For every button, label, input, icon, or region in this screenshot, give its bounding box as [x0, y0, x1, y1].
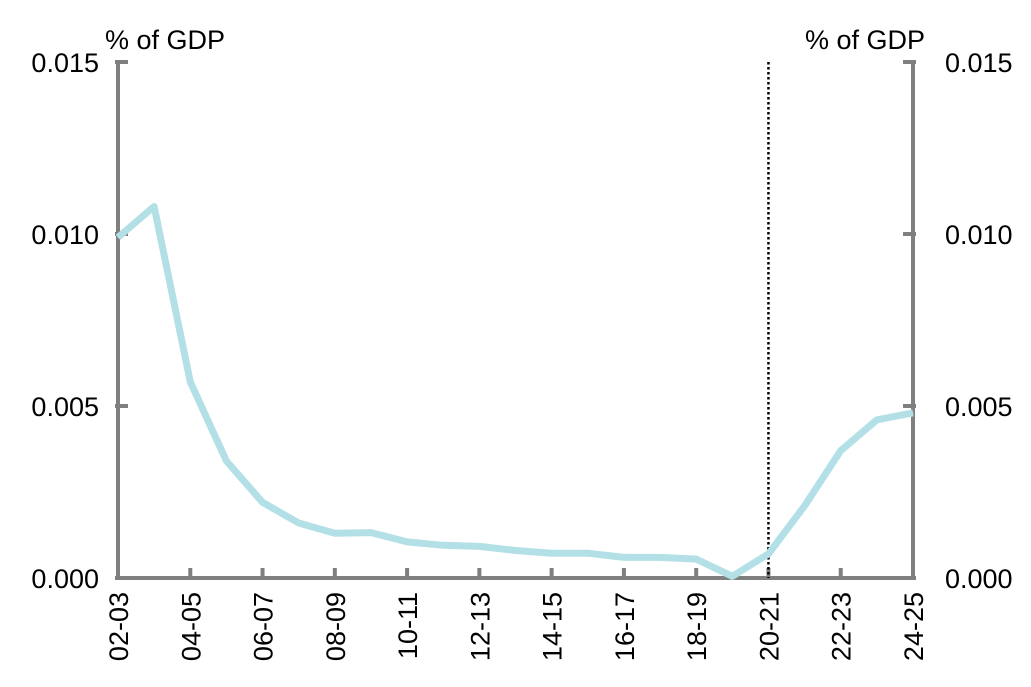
right-axis-unit-label: % of GDP [805, 25, 925, 55]
series-point [225, 460, 227, 462]
x-tick-label: 24-25 [899, 592, 929, 661]
series-point [442, 544, 444, 546]
right-y-tick-label: 0.010 [945, 220, 1013, 250]
series-point [406, 541, 408, 543]
series-point [623, 556, 625, 558]
series-point [912, 412, 914, 414]
series-point [876, 419, 878, 421]
series-layer [115, 203, 914, 580]
series-point [117, 236, 119, 238]
x-tick-labels: 02-03 04-05 06-07 08-09 10-11 12-13 14-15 16-17… [104, 592, 929, 661]
series-point [731, 575, 733, 577]
x-tick-label: 18-19 [682, 592, 712, 661]
left-y-tick-label: 0.010 [31, 220, 99, 250]
series-point [695, 558, 697, 560]
series-point [840, 450, 842, 452]
x-tick-label: 22-23 [827, 592, 857, 661]
series-point [370, 532, 372, 534]
x-tick-label: 02-03 [104, 592, 134, 661]
series-point [804, 505, 806, 507]
right-y-tick-label: 0.015 [945, 48, 1013, 78]
right-y-tick-label: 0.000 [945, 564, 1013, 594]
series-line [115, 203, 914, 580]
series-point [515, 549, 516, 551]
series-point [767, 553, 769, 555]
x-tick-label: 20-21 [754, 592, 784, 661]
x-tick-label: 14-15 [538, 592, 568, 661]
left-y-tick-label: 0.015 [31, 48, 99, 78]
axes [115, 60, 916, 580]
x-tick-label: 12-13 [465, 592, 495, 661]
series-point [189, 381, 191, 383]
right-y-tick-label: 0.005 [945, 392, 1013, 422]
left-y-tick-labels: 0.000 0.005 0.010 0.015 [31, 48, 99, 594]
series-point [298, 522, 300, 524]
left-y-tick-label: 0.005 [31, 392, 99, 422]
series-point [551, 552, 553, 554]
x-tick-label: 08-09 [321, 592, 351, 661]
x-tick-label: 04-05 [176, 592, 206, 661]
series-point [659, 556, 661, 558]
x-tick-label: 10-11 [393, 592, 423, 659]
series-point [262, 501, 264, 503]
series-point [334, 532, 336, 534]
left-axis-unit-label: % of GDP [105, 25, 225, 55]
x-tick-label: 06-07 [249, 592, 279, 661]
series-point [478, 545, 480, 547]
series-point [153, 205, 155, 207]
series-point [587, 552, 589, 554]
right-y-tick-labels: 0.000 0.005 0.010 0.015 [945, 48, 1013, 594]
left-y-tick-label: 0.000 [31, 564, 99, 594]
x-tick-label: 16-17 [610, 592, 640, 661]
